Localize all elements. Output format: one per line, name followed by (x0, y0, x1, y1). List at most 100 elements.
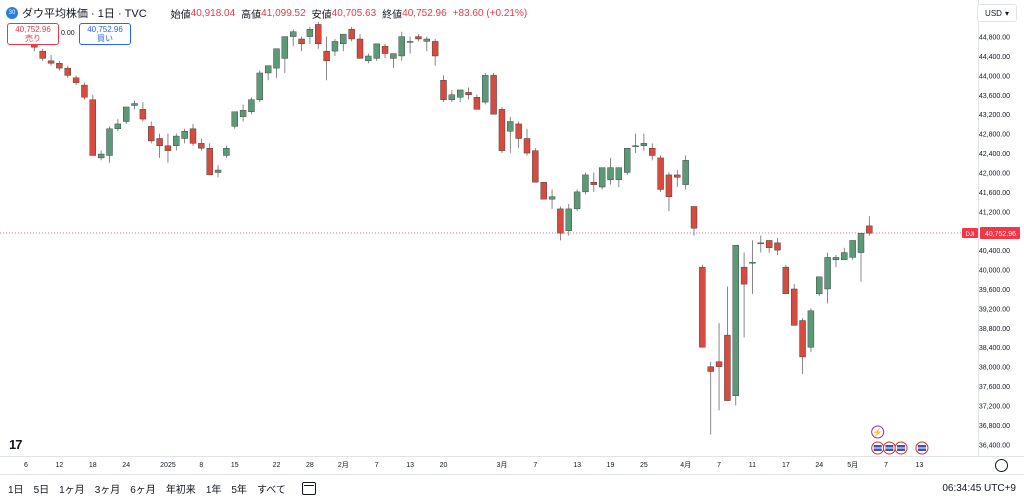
close-value: 40,752.96 (402, 7, 447, 19)
x-tick-label: 12 (56, 462, 64, 469)
symbol-tag-label: DJI (966, 232, 975, 238)
low-label: 安値 (311, 9, 332, 21)
open-label: 始値 (170, 9, 191, 21)
candle-body (799, 320, 806, 358)
y-tick-label: 37,200.00 (979, 403, 1010, 410)
x-tick-label: 17 (782, 462, 790, 469)
candle-body (281, 36, 289, 59)
candle-body (64, 67, 71, 76)
buy-label: 買い (97, 34, 113, 43)
x-tick-label: 13 (916, 462, 924, 469)
y-tick-label: 44,000.00 (979, 73, 1010, 80)
x-tick-label: 3月 (496, 461, 507, 469)
candle-body (198, 143, 205, 149)
y-tick-label: 36,400.00 (979, 442, 1010, 449)
symbol-header: 30 ダウ平均株価 · 1日 · TVC 始値 40,918.04 高値 41,… (6, 5, 527, 21)
candle-body (540, 181, 547, 200)
settings-icon[interactable] (995, 459, 1008, 472)
candle-body (624, 148, 631, 173)
candle-body (106, 128, 113, 156)
y-tick-label: 36,800.00 (979, 423, 1010, 430)
x-tick-label: 7 (717, 462, 721, 469)
tradingview-logo-icon[interactable]: 17 (9, 437, 23, 452)
candle-body (682, 160, 689, 185)
candle-body (598, 167, 606, 188)
range-1d[interactable]: 1日 (8, 484, 24, 496)
symbol-logo-icon: 30 (6, 7, 18, 19)
candle-body (173, 135, 180, 146)
candle-body (523, 138, 531, 154)
calendar-icon[interactable] (301, 481, 316, 495)
currency-label: USD (985, 8, 1002, 18)
candle-body (248, 99, 255, 112)
y-tick-label: 42,400.00 (979, 151, 1010, 158)
x-tick-label: 13 (406, 462, 414, 469)
range-6m[interactable]: 6ヶ月 (130, 484, 156, 496)
candle-body (114, 123, 122, 129)
candle-body (573, 191, 581, 210)
range-1y[interactable]: 1年 (205, 484, 222, 496)
y-tick-label: 44,400.00 (979, 54, 1010, 61)
y-tick-label: 39,200.00 (979, 306, 1010, 313)
range-all[interactable]: すべて (256, 484, 286, 496)
range-1m[interactable]: 1ヶ月 (59, 484, 85, 496)
y-tick-label: 39,600.00 (979, 287, 1010, 294)
x-tick-label: 6 (24, 462, 28, 469)
sell-button[interactable]: 40,752.96 売り (7, 23, 59, 45)
candle-body (406, 41, 414, 43)
candle-body (47, 60, 55, 64)
candle-body (239, 110, 247, 117)
x-tick-label: 19 (607, 462, 615, 469)
candle-body (632, 145, 639, 147)
y-tick-label: 37,600.00 (979, 384, 1010, 391)
x-tick-label: 7 (884, 462, 888, 469)
candle-body (448, 94, 456, 100)
range-5d[interactable]: 5日 (33, 484, 50, 496)
sell-price: 40,752.96 (15, 25, 51, 34)
candle-body (807, 310, 815, 348)
candle-body (139, 109, 147, 120)
y-tick-label: 43,200.00 (979, 112, 1010, 119)
candle-body (532, 150, 539, 183)
candle-body (590, 181, 597, 185)
candle-body (381, 46, 389, 54)
y-tick-label: 42,000.00 (979, 170, 1010, 177)
candle-body (582, 174, 589, 193)
buy-price: 40,752.96 (87, 25, 123, 34)
y-tick-label: 38,400.00 (979, 345, 1010, 352)
x-tick-label: 7 (533, 462, 537, 469)
symbol-tag-box (962, 228, 978, 239)
candle-body (223, 148, 230, 156)
y-tick-label: 41,600.00 (979, 190, 1010, 197)
candle-body (515, 123, 522, 139)
x-tick-label: 15 (231, 462, 239, 469)
chevron-down-icon: ▾ (1004, 8, 1009, 18)
range-5y[interactable]: 5年 (231, 484, 247, 496)
candle-body (724, 334, 731, 401)
x-tick-label: 20 (440, 462, 448, 469)
x-tick-label: 28 (306, 462, 314, 469)
candle-body (189, 128, 197, 144)
event-flash-glyph: ⚡ (873, 427, 883, 437)
candle-body (214, 169, 222, 173)
candle-body (841, 252, 848, 261)
candle-body (323, 50, 330, 62)
buy-button[interactable]: 40,752.96 買い (79, 23, 131, 45)
x-tick-label: 8 (199, 462, 203, 469)
change-value: +83.60 (+0.21%) (452, 7, 528, 19)
candle-body (348, 29, 355, 40)
currency-selector[interactable]: USD ▾ (977, 4, 1017, 22)
symbol-title[interactable]: ダウ平均株価 · 1日 · TVC (22, 8, 147, 20)
x-tick-label: 2025 (160, 462, 176, 469)
range-3m[interactable]: 3ヶ月 (94, 484, 121, 496)
range-ytd[interactable]: 年初来 (165, 484, 196, 496)
candle-body (657, 157, 664, 190)
x-tick-label: 2月 (338, 461, 349, 469)
y-tick-label: 40,000.00 (979, 268, 1010, 275)
candle-body (565, 208, 572, 231)
y-tick-label: 40,400.00 (979, 248, 1010, 255)
candle-body (649, 148, 656, 156)
sell-label: 売り (25, 34, 41, 43)
candle-body (774, 242, 781, 251)
